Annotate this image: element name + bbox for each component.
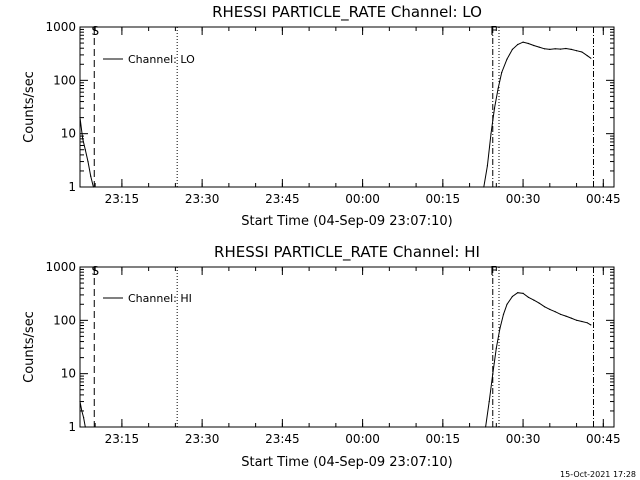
data-point: [87, 161, 89, 163]
data-point: [549, 48, 551, 51]
chart-panel-lo: RHESSI PARTICLE_RATE Channel: LO Start T…: [22, 3, 621, 229]
y-tick-label: 1: [68, 180, 76, 194]
y-tick-label: 10: [61, 367, 76, 381]
data-point: [83, 417, 85, 419]
data-point: [549, 308, 551, 310]
y-axis-label: Counts/sec: [22, 311, 37, 383]
x-tick-label: 23:15: [105, 192, 140, 206]
plot-frame: [79, 266, 615, 428]
x-tick-label: 23:30: [185, 432, 220, 446]
data-point: [522, 41, 524, 43]
event-marker-label: S: [91, 264, 99, 278]
data-point: [576, 50, 578, 52]
event-marker-label: F: [490, 264, 497, 278]
y-axis-label: Counts/sec: [22, 71, 37, 143]
data-point: [493, 107, 496, 109]
x-tick-label: 23:30: [185, 192, 220, 206]
plot-frame: [79, 26, 615, 188]
data-point: [499, 328, 501, 330]
data-point: [590, 57, 592, 59]
y-tick-label: 1000: [45, 20, 76, 34]
data-point: [79, 117, 81, 119]
event-marker-label: S: [91, 24, 99, 38]
y-tick-label: 1: [68, 420, 76, 434]
y-tick-label: 100: [53, 313, 76, 327]
data-point: [488, 401, 490, 403]
chart-title: RHESSI PARTICLE_RATE Channel: LO: [212, 3, 482, 22]
data-point: [483, 186, 485, 188]
data-point: [543, 306, 546, 308]
data-point: [506, 58, 508, 60]
data-point: [490, 133, 492, 135]
data-point: [527, 296, 530, 298]
data-point: [517, 43, 519, 46]
x-axis-label: Start Time (04-Sep-09 23:07:10): [241, 455, 452, 470]
data-point: [522, 292, 524, 294]
y-tick-label: 10: [61, 127, 76, 141]
x-tick-label: 00:15: [426, 432, 461, 446]
data-point: [565, 315, 567, 317]
data-point: [554, 311, 556, 313]
chart-panel-hi: RHESSI PARTICLE_RATE Channel: HI Start T…: [22, 243, 621, 470]
data-point: [586, 55, 588, 57]
data-point: [543, 48, 546, 50]
x-tick-label: 00:00: [345, 432, 380, 446]
data-point: [90, 175, 92, 177]
x-tick-label: 23:45: [265, 192, 300, 206]
data-point: [485, 426, 487, 428]
plot-timestamp: 15-Oct-2021 17:28: [560, 470, 636, 479]
x-tick-label: 00:45: [586, 192, 621, 206]
x-tick-label: 00:00: [345, 192, 380, 206]
x-tick-label: 00:30: [506, 192, 541, 206]
data-point: [586, 322, 588, 324]
data-point: [511, 295, 513, 298]
data-point: [538, 46, 540, 48]
data-point: [570, 317, 572, 319]
data-point: [82, 138, 84, 140]
x-tick-label: 00:45: [586, 432, 621, 446]
x-tick-label: 00:15: [426, 192, 461, 206]
data-point: [527, 42, 530, 45]
data-point: [502, 313, 505, 315]
data-point: [533, 299, 535, 301]
data-point: [84, 426, 86, 428]
event-marker-label: F: [490, 24, 497, 38]
data-point: [581, 320, 583, 323]
x-axis-label: Start Time (04-Sep-09 23:07:10): [241, 214, 452, 229]
legend-entry: Channel: LO: [128, 53, 195, 66]
data-point: [590, 324, 592, 326]
data-point: [79, 401, 81, 403]
data-point: [533, 44, 535, 47]
data-point: [92, 186, 94, 188]
data-point: [495, 347, 497, 349]
data-point: [517, 292, 519, 294]
data-point: [486, 165, 488, 167]
data-point: [576, 319, 578, 321]
data-point: [506, 303, 508, 305]
data-point: [497, 88, 499, 90]
data-point: [559, 48, 562, 50]
data-point: [84, 149, 86, 151]
data-point: [565, 47, 567, 50]
data-point: [492, 373, 494, 375]
data-point: [559, 313, 562, 315]
series-line: [79, 292, 592, 428]
y-tick-label: 1000: [45, 260, 76, 274]
x-tick-label: 23:45: [265, 432, 300, 446]
data-point: [81, 410, 83, 412]
y-tick-label: 100: [53, 73, 76, 87]
data-point: [554, 48, 556, 50]
data-point: [538, 302, 540, 304]
x-tick-label: 00:30: [506, 432, 541, 446]
x-tick-label: 23:15: [105, 432, 140, 446]
data-point: [511, 48, 513, 51]
chart-title: RHESSI PARTICLE_RATE Channel: HI: [214, 243, 480, 262]
data-point: [581, 51, 583, 53]
data-point: [501, 71, 503, 74]
data-point: [570, 48, 572, 51]
legend-entry: Channel: HI: [128, 292, 192, 305]
